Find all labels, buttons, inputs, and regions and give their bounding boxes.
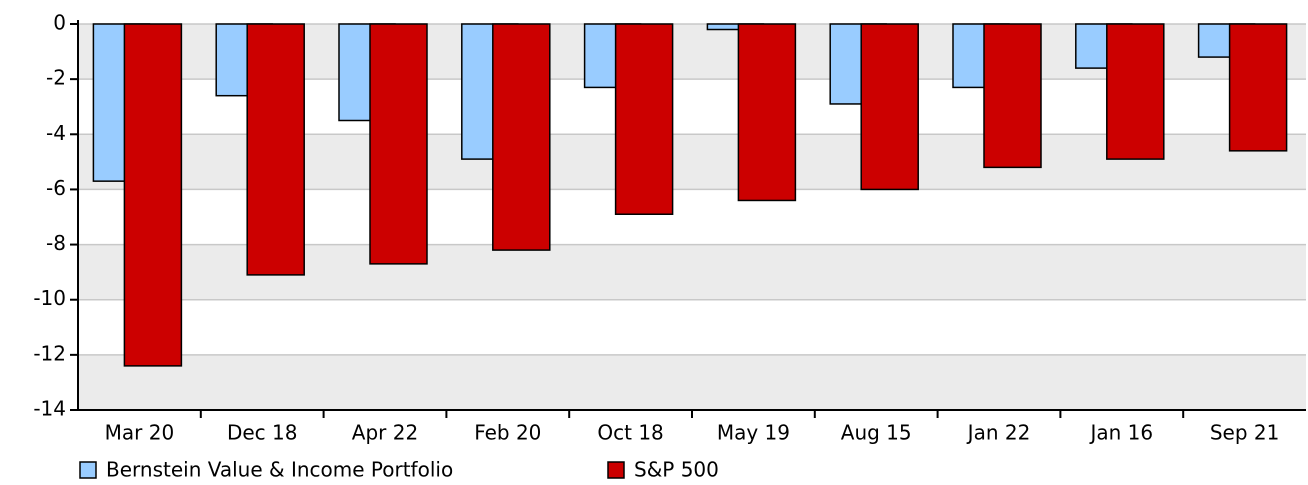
bar [1228,23,1288,152]
legend-label: Bernstein Value & Income Portfolio [106,458,453,482]
y-tick-label: -6 [46,176,66,200]
y-tick-label: -10 [33,286,66,310]
x-tick-label: Dec 18 [227,421,298,445]
y-tick-label: -2 [46,66,66,90]
bar [246,23,305,276]
bar [983,23,1042,169]
y-tick-label: -8 [46,231,66,255]
y-tick-label: 0 [53,11,66,35]
x-tick-label: Aug 15 [841,421,912,445]
x-tick-label: Feb 20 [474,421,541,445]
x-tick-label: Jan 16 [1088,421,1153,445]
x-tick-label: Mar 20 [105,421,175,445]
y-tick-label: -4 [46,121,66,145]
legend-swatch [607,461,625,479]
legend-swatch [79,461,97,479]
y-tick-label: -14 [33,397,66,421]
x-tick-label: Oct 18 [597,421,663,445]
bar [860,23,919,191]
legend-label: S&P 500 [634,458,719,482]
x-tick-label: Sep 21 [1210,421,1280,445]
plot-band [78,354,1306,410]
x-tick-label: May 19 [717,421,790,445]
bar [1106,23,1165,160]
bar [492,23,551,251]
y-tick-label: -12 [33,341,66,365]
bar [123,23,183,367]
bar [369,23,428,265]
x-tick-label: Jan 22 [966,421,1031,445]
x-tick-label: Apr 22 [352,421,418,445]
bar [614,23,674,215]
bar [737,23,797,202]
